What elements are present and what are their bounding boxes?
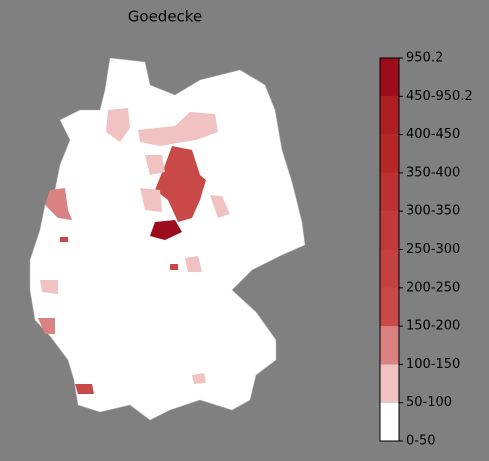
region xyxy=(138,112,218,146)
region xyxy=(155,146,206,222)
colorbar-label: 50-100 xyxy=(406,395,452,410)
region xyxy=(40,280,58,294)
colorbar-bin xyxy=(380,249,399,288)
colorbar-bin xyxy=(380,58,399,97)
colorbar-bin xyxy=(380,134,399,173)
colorbar-label: 300-350 xyxy=(406,204,460,219)
region xyxy=(75,384,94,394)
colorbar-label: 100-150 xyxy=(406,357,460,372)
colorbar: 0-50 50-100 100-150 150-200 200-250 250-300 30… xyxy=(379,51,473,449)
region xyxy=(140,188,162,212)
colorbar-bin xyxy=(380,172,399,212)
region xyxy=(170,264,178,270)
colorbar-bin xyxy=(380,211,399,250)
region xyxy=(106,108,130,142)
colorbar-label: 0-50 xyxy=(406,434,436,449)
colorbar-label: 250-300 xyxy=(406,242,460,257)
region xyxy=(192,373,206,384)
colorbar-bin xyxy=(380,402,399,441)
region xyxy=(185,256,202,272)
region xyxy=(210,195,230,218)
region xyxy=(45,188,72,220)
colorbar-bin xyxy=(380,287,399,327)
region xyxy=(150,220,182,240)
colorbar-label: 150-200 xyxy=(406,319,460,334)
colorbar-bin xyxy=(380,326,399,365)
map-title: Goedecke xyxy=(128,8,202,26)
germany-map xyxy=(29,57,306,421)
region xyxy=(38,318,55,334)
colorbar-label: 400-450 xyxy=(406,127,460,142)
colorbar-label: 950.2 xyxy=(406,51,443,66)
region xyxy=(145,155,165,175)
colorbar-label: 450-950.2 xyxy=(406,89,473,104)
region xyxy=(60,237,68,242)
colorbar-bin xyxy=(380,364,399,403)
colorbar-label: 350-400 xyxy=(406,165,460,180)
colorbar-bin xyxy=(380,96,399,135)
colorbar-label: 200-250 xyxy=(406,280,460,295)
